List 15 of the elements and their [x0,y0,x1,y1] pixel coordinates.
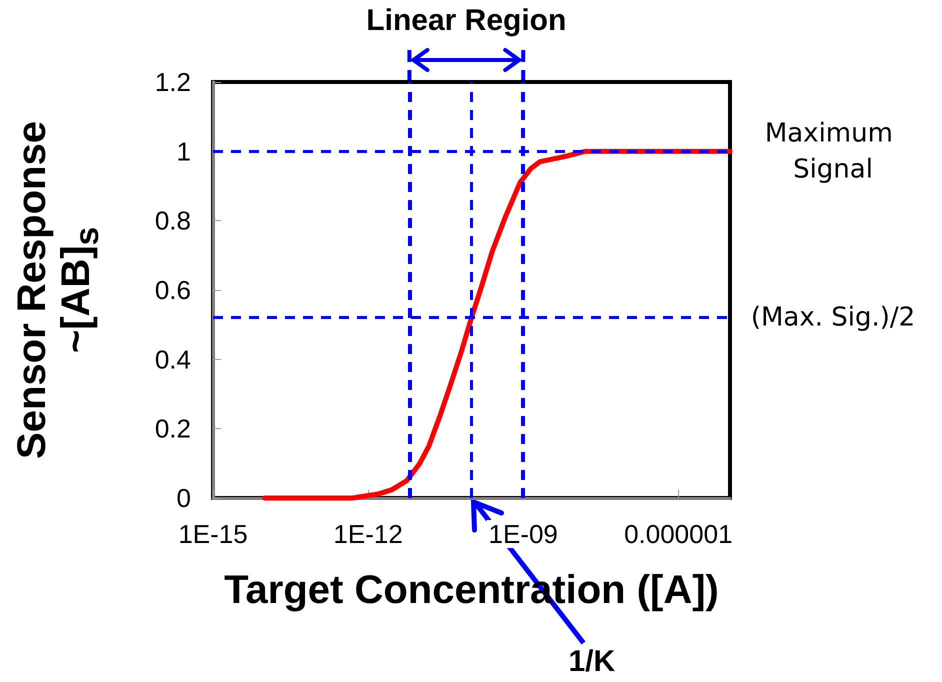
x-tick-label: 1E-12 [333,519,403,549]
y-tick-label: 0.4 [154,344,191,374]
ref-line-label: 1/K [568,645,616,679]
y-tick-label: 0 [176,483,191,513]
y-tick-label: 0.8 [154,206,191,236]
y-tick-label: 1.2 [154,67,191,97]
x-tick-label: 0.000001 [624,519,733,549]
x-tick-label: 1E-15 [178,519,248,549]
text: Linear Region [366,4,566,38]
ref-line-label: Maximum Signal [764,118,902,184]
y-tick-label: 1 [176,136,191,166]
y-tick-label: 0.6 [154,275,191,305]
x-tick-label: 1E-09 [488,519,558,549]
ref-line-label: (Max. Sig.)/2 [750,302,916,333]
y-tick-label: 0.2 [154,414,191,444]
